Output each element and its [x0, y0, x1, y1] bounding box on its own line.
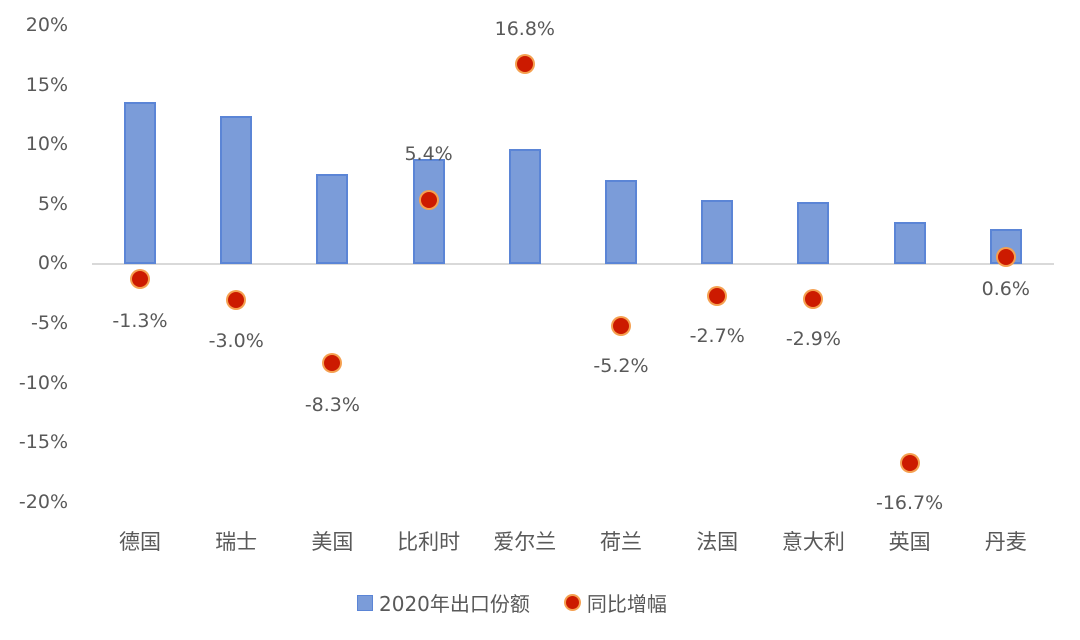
bar: [605, 179, 637, 264]
x-category-label: 美国: [311, 530, 354, 554]
bar: [316, 173, 349, 264]
x-category-label: 丹麦: [984, 530, 1027, 554]
y-tick-label: -5%: [31, 312, 68, 334]
data-label: 0.6%: [981, 277, 1030, 300]
x-category-label: 德国: [119, 530, 161, 554]
y-tick-label: 15%: [25, 73, 68, 96]
growth-dot: [516, 56, 533, 73]
data-label: 5.4%: [404, 142, 453, 165]
x-category-label: 英国: [888, 530, 931, 554]
data-label: 16.8%: [494, 18, 555, 41]
zero-axis-line: [92, 263, 1054, 265]
legend-dot-swatch-icon: [565, 596, 579, 609]
growth-dot: [805, 290, 822, 307]
data-label: -3.0%: [208, 329, 264, 352]
data-label: -5.2%: [593, 354, 649, 377]
bar: [797, 202, 830, 264]
bar: [701, 199, 734, 264]
x-category-label: 意大利: [781, 530, 845, 554]
x-category-label: 爱尔兰: [493, 530, 557, 554]
y-tick-label: 0%: [37, 252, 68, 275]
growth-dot: [613, 317, 629, 334]
legend-dot-label: 同比增幅: [586, 592, 667, 616]
x-category-label: 瑞士: [215, 530, 258, 554]
legend: 2020年出口份额 同比增幅: [357, 588, 667, 617]
data-label: -16.7%: [875, 491, 944, 514]
y-tick-label: -20%: [18, 490, 68, 513]
growth-dot: [420, 191, 437, 208]
growth-dot: [997, 248, 1014, 265]
x-category-label: 比利时: [397, 530, 461, 554]
bar: [893, 222, 926, 264]
y-tick-label: 10%: [25, 133, 68, 156]
growth-dot: [132, 271, 148, 288]
y-tick-label: 20%: [25, 14, 68, 36]
data-label: -8.3%: [304, 393, 360, 416]
data-label: -2.7%: [689, 325, 745, 348]
bar: [508, 148, 541, 264]
growth-dot: [901, 454, 918, 471]
data-label: -1.3%: [112, 310, 168, 333]
bar: [412, 159, 445, 264]
y-tick-label: 5%: [37, 192, 68, 215]
data-label: -2.9%: [785, 327, 841, 350]
legend-bar-label: 2020年出口份额: [379, 592, 530, 616]
growth-dot: [709, 288, 726, 305]
x-category-label: 法国: [696, 530, 739, 554]
bar: [124, 102, 156, 264]
x-category-label: 荷兰: [600, 530, 642, 554]
legend-bar-swatch-icon: [357, 594, 373, 611]
y-tick-label: -15%: [18, 431, 68, 454]
bar: [220, 116, 253, 264]
growth-dot: [324, 354, 341, 371]
y-tick-label: -10%: [18, 371, 68, 394]
growth-dot: [228, 291, 245, 308]
